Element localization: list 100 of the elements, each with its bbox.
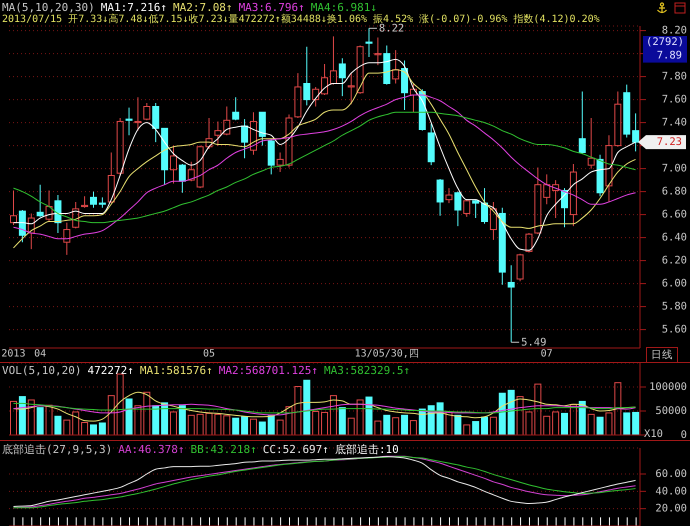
- candlestick: [445, 188, 452, 204]
- bar: [286, 406, 293, 435]
- candlestick: [338, 58, 346, 97]
- candlestick: [330, 36, 337, 86]
- bar: [570, 404, 577, 435]
- bar: [383, 414, 390, 435]
- candlestick: [588, 118, 595, 170]
- candlestick: [312, 86, 320, 107]
- annotation: 472272↑: [87, 364, 134, 377]
- series-label: AA:46.378↑: [118, 443, 184, 456]
- annotation: 8.22: [378, 22, 404, 34]
- bar: [46, 404, 53, 435]
- candlestick: [36, 184, 44, 218]
- text: MA3:6.796↑: [238, 1, 305, 14]
- text: MA2:568701.125↑: [218, 364, 318, 377]
- bar: [36, 407, 44, 435]
- bar: [365, 396, 372, 435]
- candlestick: [454, 191, 462, 227]
- line-series: [12, 392, 636, 422]
- candlestick: [81, 196, 88, 208]
- bar: [276, 420, 284, 435]
- x-tick-label: 04: [34, 348, 46, 360]
- bar: [374, 420, 382, 435]
- bar: [312, 410, 320, 435]
- y-tick-label: 7.40: [662, 116, 687, 129]
- candlestick: [90, 191, 97, 208]
- bar: [28, 399, 35, 435]
- bar: [490, 416, 497, 435]
- bar: [552, 411, 560, 435]
- annotation: 5.49: [521, 336, 546, 348]
- y-tick-label: 7.60: [662, 94, 687, 106]
- bar: [588, 414, 595, 435]
- bar: [81, 422, 88, 435]
- bar: [134, 405, 142, 435]
- candlestick: [206, 118, 213, 150]
- candlestick: [232, 96, 240, 121]
- y-tick-label: 6.00: [662, 278, 687, 290]
- text: X10: [644, 428, 663, 440]
- bar: [454, 414, 462, 435]
- bar: [525, 411, 532, 435]
- bar: [214, 414, 222, 435]
- candlestick: [303, 46, 310, 106]
- bar: [623, 412, 630, 435]
- candlestick: [490, 201, 497, 240]
- candlestick: [46, 190, 53, 222]
- candlestick: [428, 123, 435, 166]
- candlestick: [161, 128, 168, 186]
- bar: [143, 392, 150, 435]
- series-label: CC:52.697↑: [262, 443, 329, 456]
- candlestick: [365, 28, 372, 58]
- y-tick-label: 60.00: [655, 468, 687, 480]
- candlestick: [276, 152, 284, 173]
- text: 7.89: [656, 50, 682, 62]
- candlestick: [134, 96, 142, 132]
- candlestick: [178, 164, 186, 194]
- bar: [241, 416, 248, 435]
- bar: [561, 412, 568, 435]
- candlestick: [605, 134, 612, 202]
- y-tick-label: 7.80: [662, 70, 687, 83]
- candlestick: [552, 180, 560, 219]
- bar: [348, 418, 355, 435]
- text: MA2:7.08↑: [172, 1, 233, 14]
- candlestick: [614, 91, 622, 148]
- candlestick: [401, 60, 408, 110]
- bar: [206, 412, 213, 435]
- chart-subtitle: 2013/07/15 开7.33↓高7.48↓低7.15↓收7.23↓量472272↑额34488↓换1.06% 振4.52% 涨(-0.07)-0.96% 指数(4.12)0.20%: [2, 12, 600, 25]
- candlestick: [570, 164, 577, 227]
- bar: [330, 395, 337, 435]
- bar: [356, 399, 364, 435]
- y-tick-label: 40.00: [655, 485, 687, 498]
- candlestick: [623, 84, 630, 138]
- bar: [392, 417, 400, 435]
- bar: [152, 405, 160, 435]
- candlestick: [108, 152, 115, 204]
- bar: [178, 405, 186, 435]
- y-tick-label: 6.20: [662, 254, 687, 267]
- candlestick: [223, 106, 230, 136]
- chart-title: 底部追击(27,9,5,3): [2, 443, 112, 456]
- candlestick: [98, 196, 106, 208]
- candlestick: [392, 50, 400, 84]
- x-tick-label: 07: [540, 348, 553, 360]
- bar: [10, 400, 17, 435]
- candlestick: [294, 72, 302, 118]
- y-tick-label: 6.80: [662, 186, 687, 198]
- y-tick-label: 50000: [655, 405, 687, 417]
- bar: [223, 415, 230, 435]
- candlestick: [383, 45, 390, 86]
- x-tick-label: 2013: [1, 348, 26, 360]
- bar: [516, 396, 524, 435]
- bar: [463, 424, 470, 435]
- text: 日线: [646, 347, 678, 363]
- candlestick: [241, 118, 248, 159]
- y-tick-label: 6.40: [662, 232, 687, 244]
- bar: [294, 386, 302, 435]
- candlestick: [436, 178, 444, 216]
- candlestick: [472, 199, 480, 219]
- text: 底部追击:10: [334, 443, 399, 456]
- bar: [126, 398, 133, 435]
- y-tick-label: 5.60: [662, 324, 687, 336]
- bar: [401, 414, 408, 435]
